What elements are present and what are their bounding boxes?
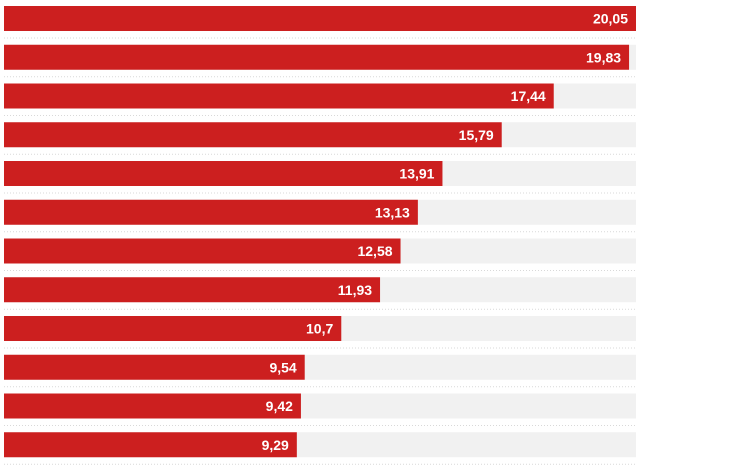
- data-label: 13,91: [399, 166, 434, 182]
- data-label: 10,7: [306, 321, 333, 337]
- bar: [4, 122, 502, 148]
- bar: [4, 83, 554, 109]
- bar: [4, 277, 381, 303]
- data-label: 19,83: [586, 49, 621, 65]
- data-label: 20,05: [593, 11, 628, 27]
- data-label: 13,13: [375, 204, 410, 220]
- bar: [4, 316, 342, 341]
- bar: [4, 161, 443, 186]
- data-label: 9,29: [262, 437, 289, 453]
- bar: [4, 354, 305, 380]
- bar: [4, 393, 301, 419]
- bar: [4, 6, 636, 31]
- bar: [4, 432, 297, 458]
- bar: [4, 238, 401, 264]
- data-label: 11,93: [338, 282, 372, 298]
- data-label: 9,42: [266, 398, 293, 414]
- data-label: 15,79: [459, 127, 494, 143]
- data-label: 12,58: [357, 243, 392, 259]
- bar: [4, 44, 630, 70]
- data-label: 17,44: [511, 88, 546, 104]
- data-label: 9,54: [269, 359, 296, 375]
- bar: [4, 199, 418, 225]
